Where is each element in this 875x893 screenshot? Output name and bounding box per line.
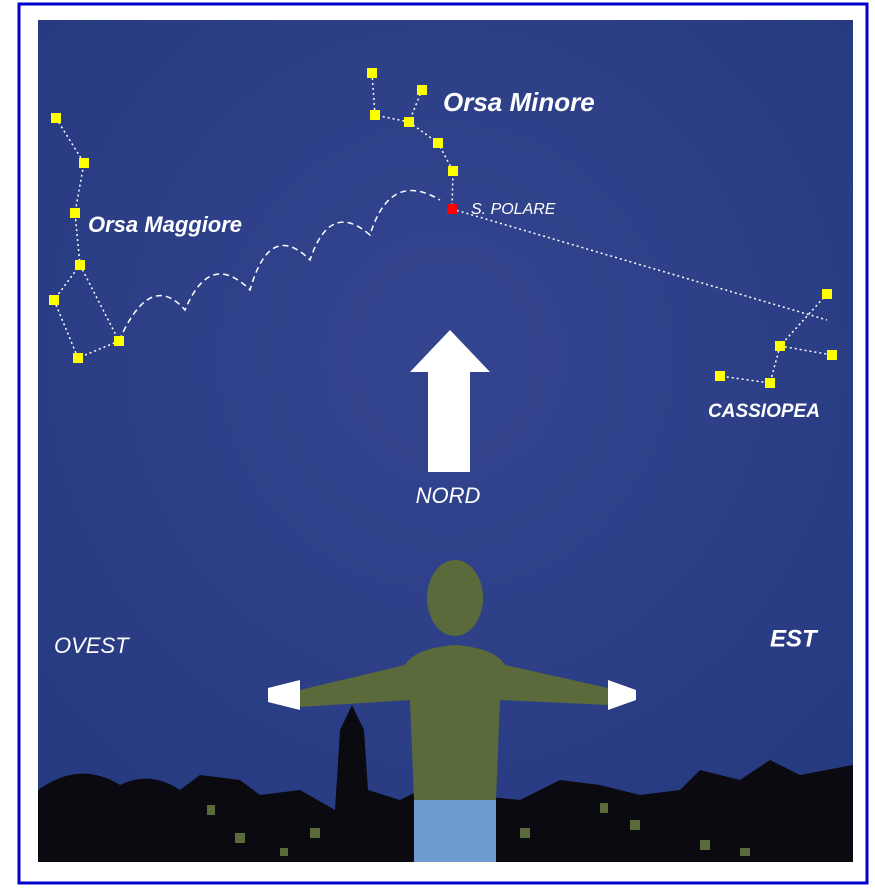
label: S. POLARE xyxy=(471,201,556,218)
label: NORD xyxy=(416,483,481,508)
label: Orsa Maggiore xyxy=(88,212,242,237)
label: CASSIOPEA xyxy=(708,401,820,422)
label: OVEST xyxy=(54,633,130,658)
page: Orsa Minore Orsa Maggiore S. POLARE CASS… xyxy=(0,0,875,893)
label: Orsa Minore xyxy=(443,87,595,117)
label: EST xyxy=(770,625,819,652)
